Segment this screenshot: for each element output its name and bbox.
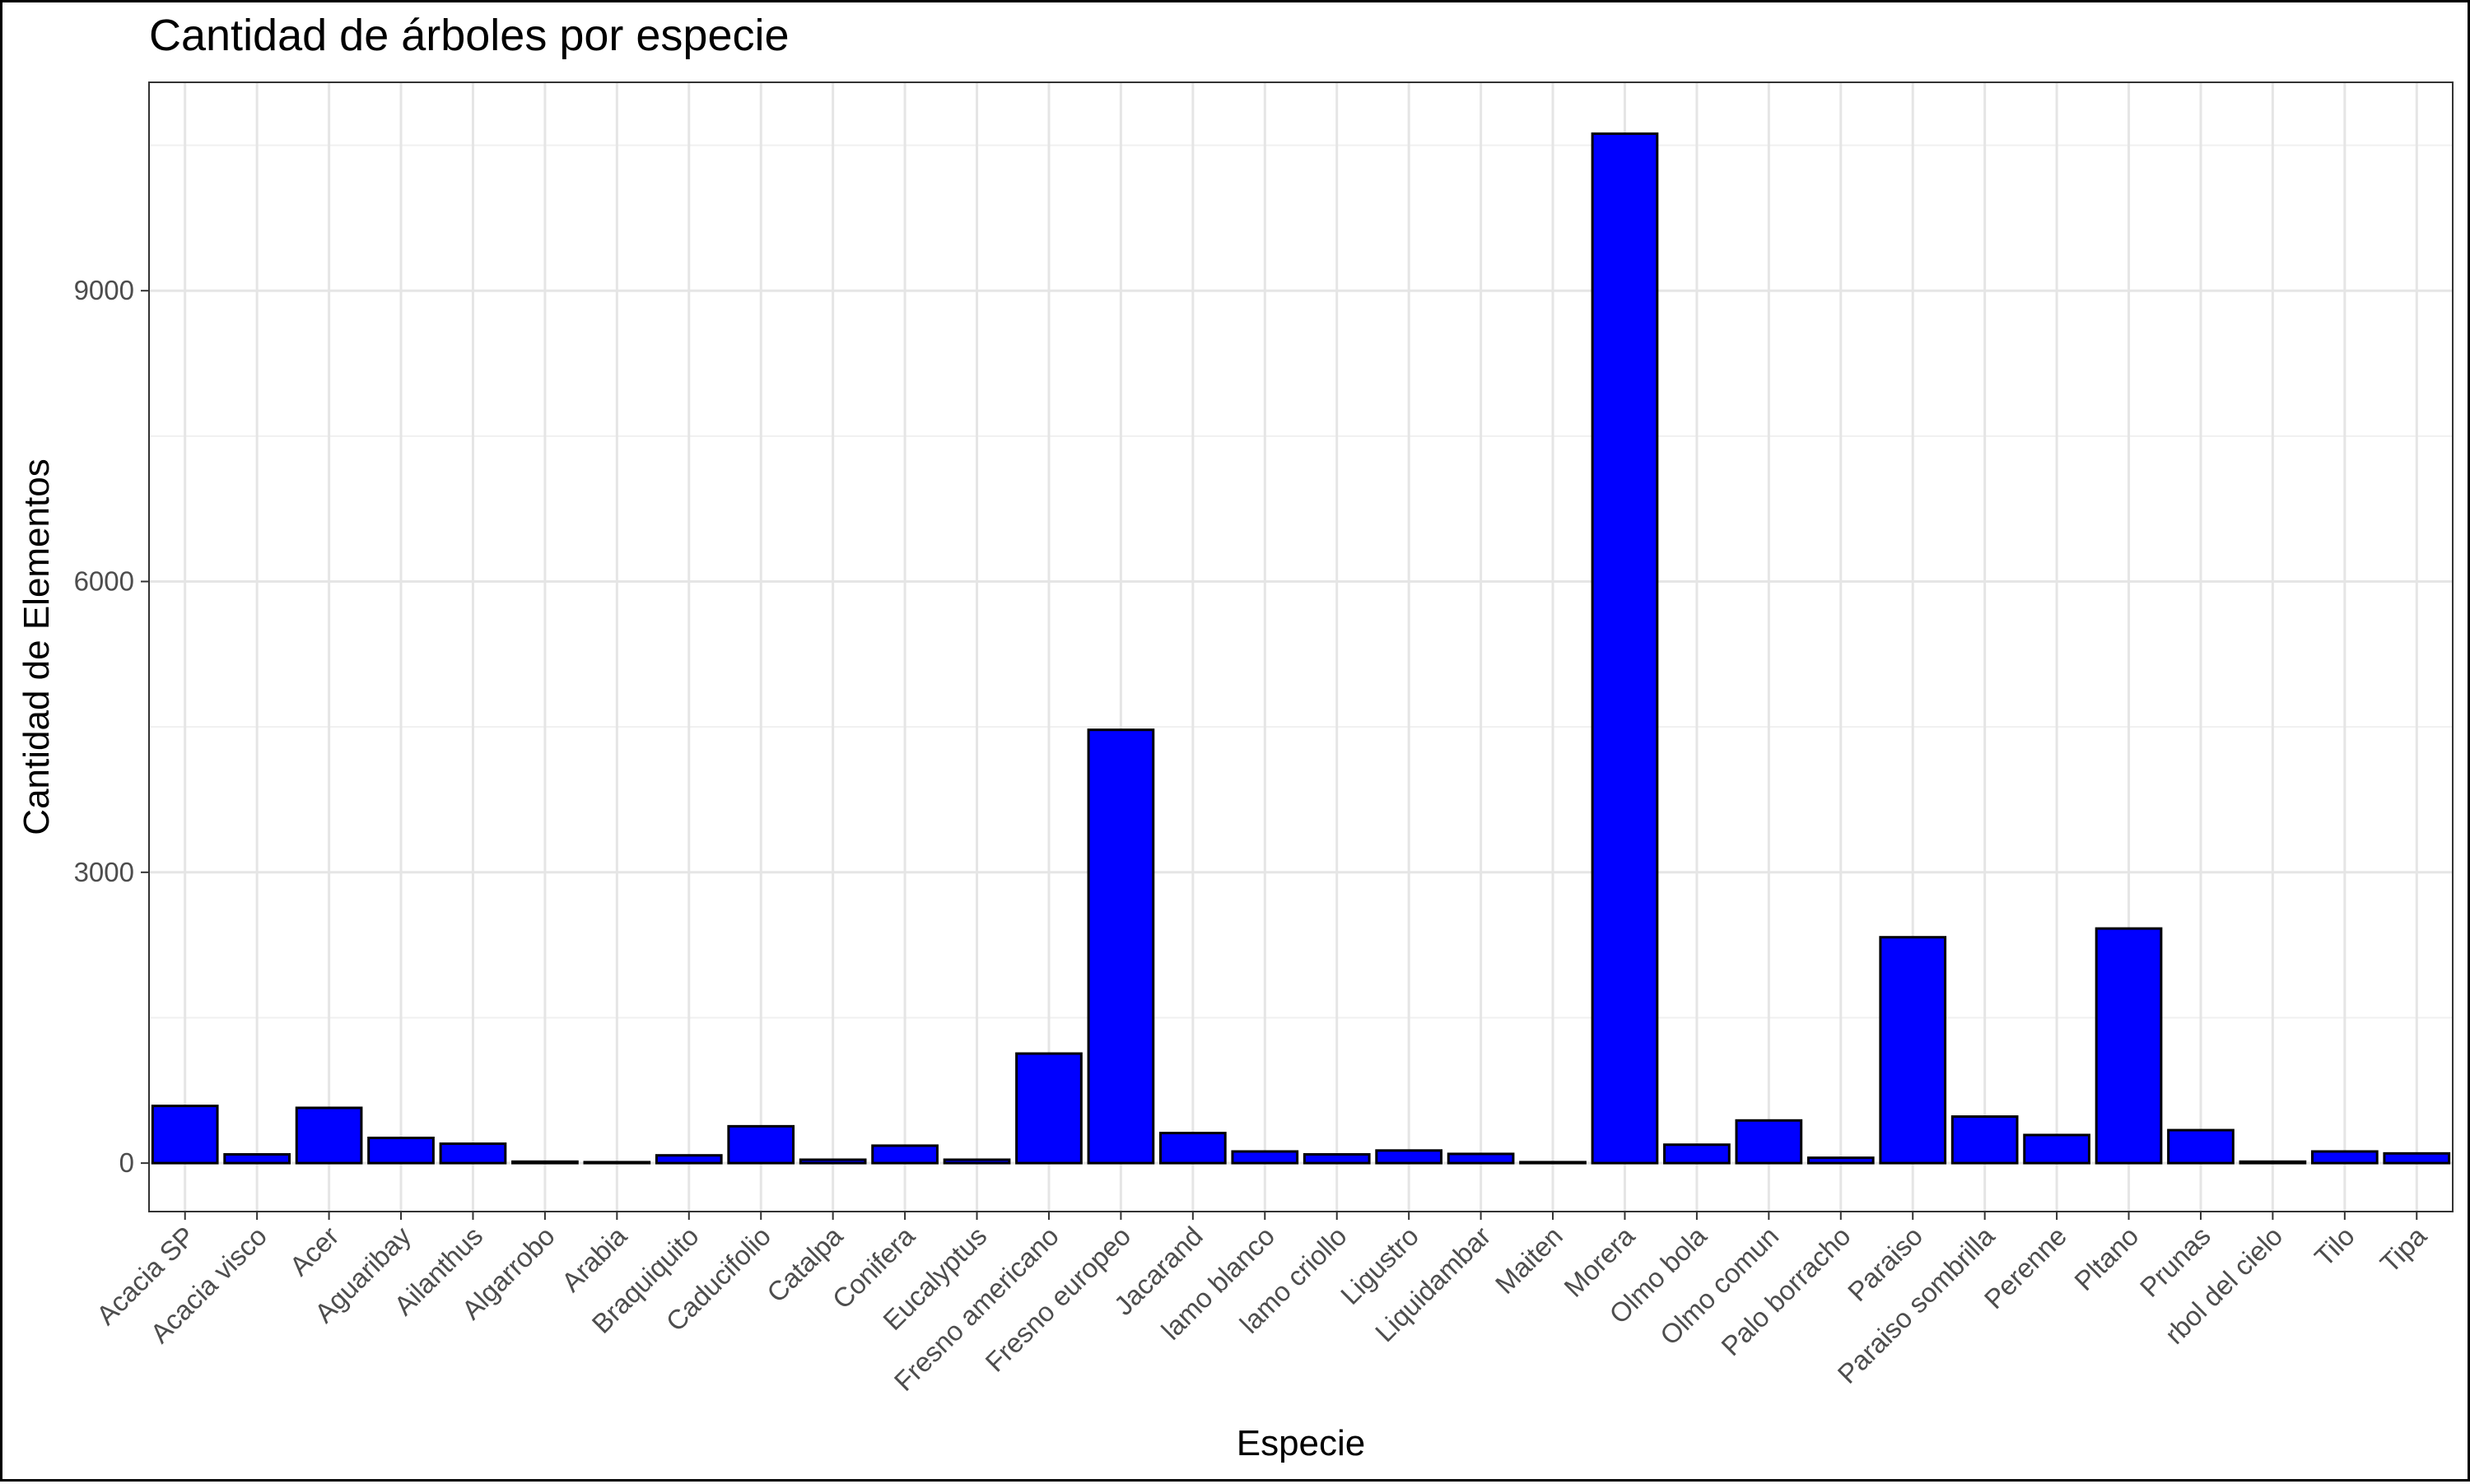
bar [1015,1052,1083,1165]
bar [871,1144,939,1165]
bar [655,1154,723,1165]
bar [1519,1161,1587,1165]
bar [1879,936,1947,1165]
bar [2239,1160,2307,1165]
x-tick-label: Maiten [1489,1221,1568,1300]
bar [2095,927,2163,1165]
bar [511,1160,579,1165]
bar [151,1105,219,1165]
grid-lines [149,82,2453,1212]
bar [727,1124,795,1165]
x-tick-label: Tipa [2374,1220,2433,1278]
bar [1375,1149,1443,1165]
x-tick-label: Acer [283,1221,344,1282]
bar [2310,1150,2379,1165]
x-axis-label: Especie [1237,1423,1366,1463]
bar [367,1136,435,1165]
bar [2167,1128,2235,1165]
chart-title: Cantidad de árboles por especie [149,11,790,60]
bar [1087,728,1155,1165]
bar [1950,1115,2019,1165]
bars [151,132,2451,1165]
plot-panel-border [148,81,2454,1212]
y-tick-label: 0 [119,1147,134,1178]
y-tick-label: 3000 [74,857,134,887]
bar [1591,132,1659,1165]
y-axis-label: Cantidad de Elementos [16,458,57,835]
bar [1735,1119,1803,1165]
bar [1303,1153,1371,1165]
bar [2023,1133,2090,1165]
x-tick-label: Tilo [2309,1221,2360,1272]
bar [1806,1156,1875,1165]
y-tick-label: 6000 [74,566,134,597]
x-tick-label: Pltano [2068,1221,2144,1296]
bar [223,1153,291,1165]
bar [1231,1150,1299,1165]
bar [583,1161,651,1165]
bar [1663,1143,1731,1165]
bar [2383,1151,2451,1165]
y-tick-label: 9000 [74,275,134,305]
bar [799,1158,867,1165]
bar [1158,1132,1227,1165]
y-axis-ticks: 0 3000 6000 9000 [74,275,149,1178]
bar [1447,1152,1515,1165]
x-tick-label: Palo borracho [1715,1221,1856,1361]
bar [295,1106,363,1165]
bar [943,1158,1011,1165]
bar [439,1142,507,1165]
